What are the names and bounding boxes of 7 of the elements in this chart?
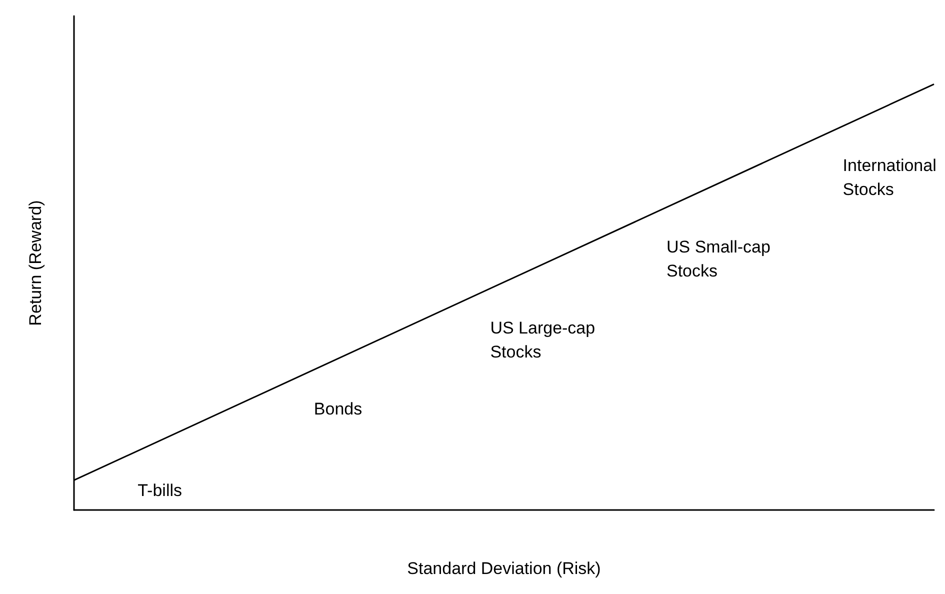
annotation: T-bills bbox=[138, 480, 182, 500]
annotation: US Large-cap Stocks bbox=[490, 318, 596, 362]
y-axis-title: Return (Reward) bbox=[26, 200, 45, 326]
x-axis-title: Standard Deviation (Risk) bbox=[407, 559, 601, 578]
annotation: International Stocks bbox=[842, 156, 936, 200]
annotation: US Small-cap Stocks bbox=[666, 237, 770, 280]
annotation: Bonds bbox=[314, 400, 362, 419]
